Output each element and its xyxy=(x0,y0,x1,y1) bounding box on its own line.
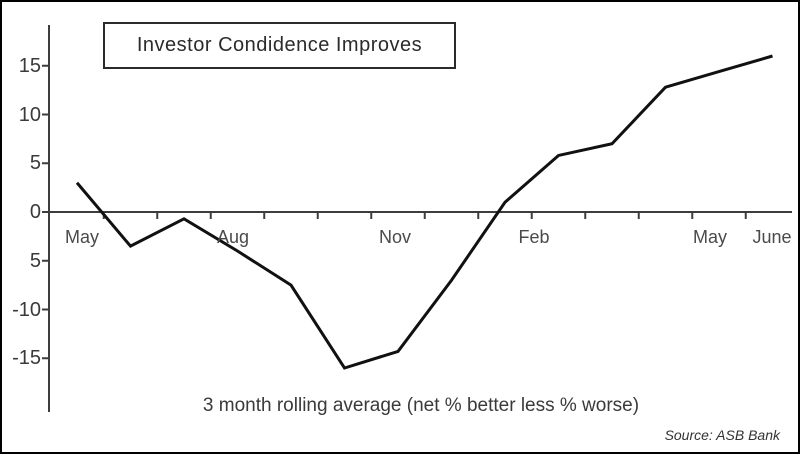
y-axis-label: -15 xyxy=(12,347,41,370)
source-credit: Source: ASB Bank xyxy=(664,427,780,443)
y-axis-label: 15 xyxy=(18,54,41,77)
y-axis-label: -10 xyxy=(12,298,41,321)
y-axis-label: 5 xyxy=(29,152,41,175)
x-axis-label: Nov xyxy=(378,227,412,247)
chart-title: Investor Condidence Improves xyxy=(136,34,423,56)
y-axis-label: 10 xyxy=(18,103,41,126)
x-axis-label: May xyxy=(64,227,100,247)
investor-confidence-line xyxy=(75,54,773,370)
x-axis-label: Feb xyxy=(518,227,550,247)
y-axis-label: 5 xyxy=(29,249,41,272)
chart-caption: 3 month rolling average (net % better le… xyxy=(202,395,640,416)
x-axis-label: June xyxy=(752,227,792,247)
x-axis-label: Aug xyxy=(216,227,250,247)
x-axis-label: May xyxy=(692,227,728,247)
chart-title-box: Investor Condidence Improves xyxy=(103,22,456,69)
y-axis-label: 0 xyxy=(29,201,41,223)
